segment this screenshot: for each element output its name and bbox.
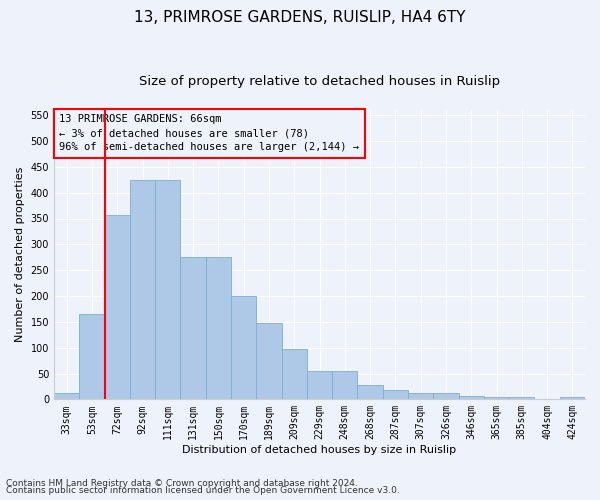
Text: Contains HM Land Registry data © Crown copyright and database right 2024.: Contains HM Land Registry data © Crown c… bbox=[6, 478, 358, 488]
Bar bbox=[307, 371, 332, 400]
Text: Contains public sector information licensed under the Open Government Licence v3: Contains public sector information licen… bbox=[6, 486, 400, 495]
Bar bbox=[181, 257, 206, 400]
Bar bbox=[206, 257, 231, 400]
Bar bbox=[560, 397, 585, 400]
Bar bbox=[332, 371, 358, 400]
Bar bbox=[231, 296, 256, 400]
Bar bbox=[54, 392, 79, 400]
X-axis label: Distribution of detached houses by size in Ruislip: Distribution of detached houses by size … bbox=[182, 445, 457, 455]
Bar bbox=[281, 349, 307, 400]
Bar bbox=[509, 397, 535, 400]
Bar bbox=[130, 180, 155, 400]
Bar bbox=[484, 397, 509, 400]
Bar bbox=[104, 215, 130, 400]
Bar bbox=[79, 314, 104, 400]
Bar bbox=[433, 393, 458, 400]
Bar bbox=[408, 393, 433, 400]
Y-axis label: Number of detached properties: Number of detached properties bbox=[15, 167, 25, 342]
Bar bbox=[383, 390, 408, 400]
Bar bbox=[458, 396, 484, 400]
Bar bbox=[535, 399, 560, 400]
Bar bbox=[256, 323, 281, 400]
Text: 13 PRIMROSE GARDENS: 66sqm
← 3% of detached houses are smaller (78)
96% of semi-: 13 PRIMROSE GARDENS: 66sqm ← 3% of detac… bbox=[59, 114, 359, 152]
Title: Size of property relative to detached houses in Ruislip: Size of property relative to detached ho… bbox=[139, 75, 500, 88]
Text: 13, PRIMROSE GARDENS, RUISLIP, HA4 6TY: 13, PRIMROSE GARDENS, RUISLIP, HA4 6TY bbox=[134, 10, 466, 25]
Bar bbox=[358, 386, 383, 400]
Bar bbox=[155, 180, 181, 400]
